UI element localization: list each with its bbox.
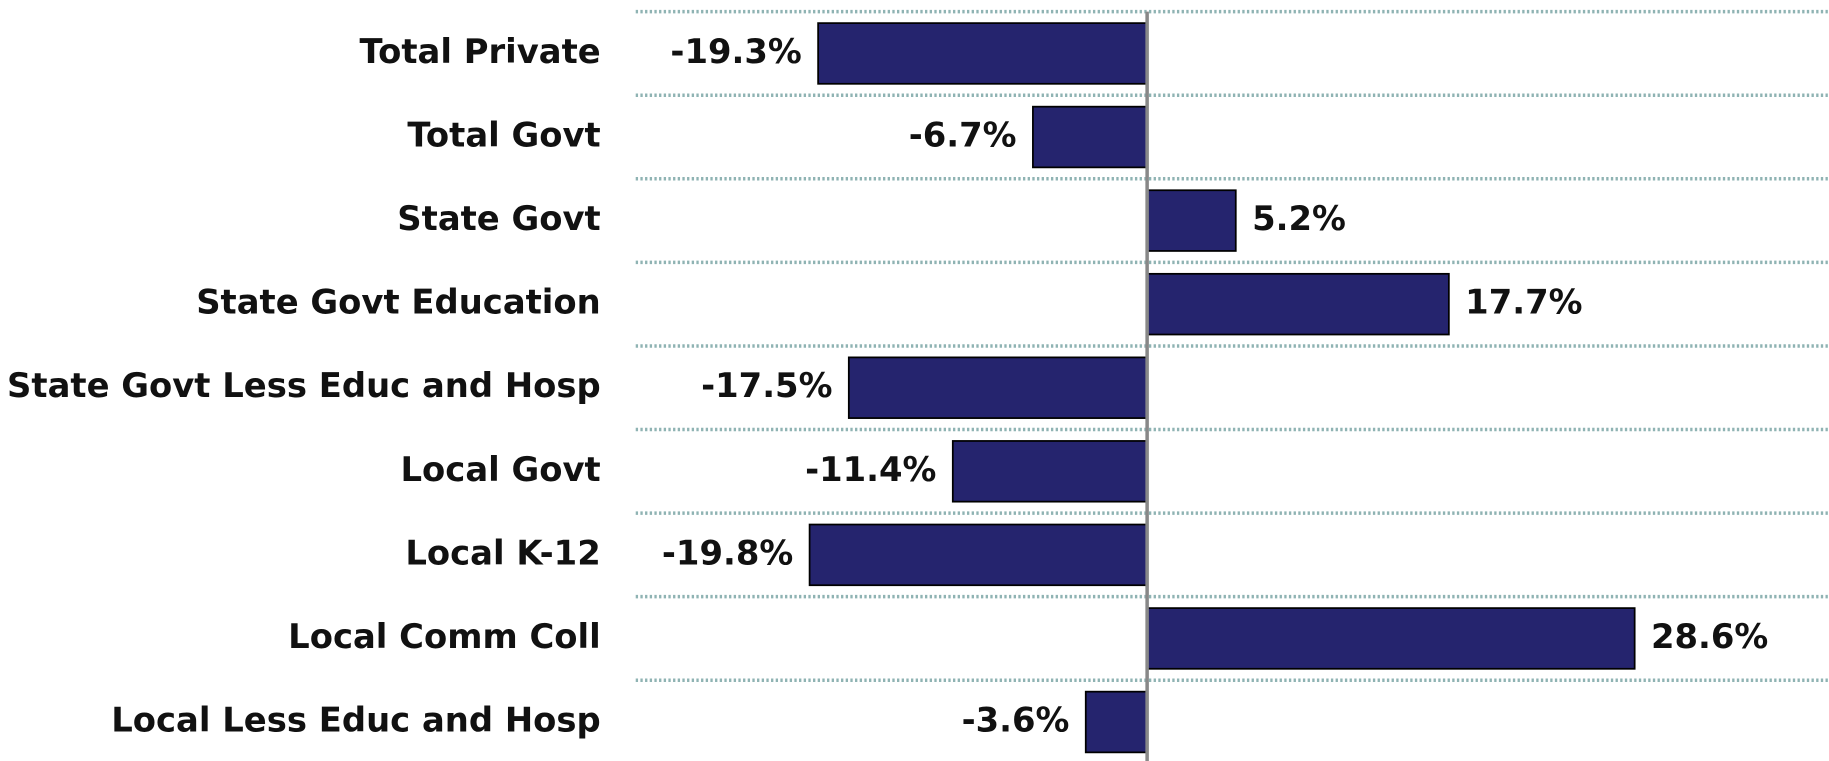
category-label: Total Govt bbox=[407, 116, 600, 155]
category-label: Local Less Educ and Hosp bbox=[111, 701, 600, 740]
category-label: Total Private bbox=[360, 32, 601, 71]
category-label: Local Comm Coll bbox=[288, 617, 601, 656]
bar bbox=[1146, 607, 1636, 670]
value-label: -19.8% bbox=[662, 533, 793, 572]
value-label: 17.7% bbox=[1465, 283, 1582, 322]
bar bbox=[847, 356, 1148, 419]
bar bbox=[1146, 189, 1237, 252]
bar bbox=[808, 523, 1148, 587]
bar bbox=[951, 440, 1148, 503]
value-label: -6.7% bbox=[909, 116, 1017, 155]
category-label: State Govt Education bbox=[196, 283, 601, 322]
category-label: State Govt Less Educ and Hosp bbox=[7, 366, 601, 405]
value-label: 28.6% bbox=[1651, 617, 1768, 656]
category-label: Local K-12 bbox=[405, 533, 600, 572]
category-label: Local Govt bbox=[401, 450, 601, 489]
bar bbox=[1084, 690, 1148, 754]
category-label: State Govt bbox=[397, 199, 600, 238]
value-label: -3.6% bbox=[962, 701, 1070, 740]
value-label: -11.4% bbox=[805, 450, 936, 489]
value-label: -17.5% bbox=[701, 366, 832, 405]
bar bbox=[817, 22, 1148, 85]
bar bbox=[1032, 105, 1148, 169]
value-label: 5.2% bbox=[1252, 199, 1346, 238]
value-label: -19.3% bbox=[670, 32, 801, 71]
bar bbox=[1146, 272, 1450, 336]
